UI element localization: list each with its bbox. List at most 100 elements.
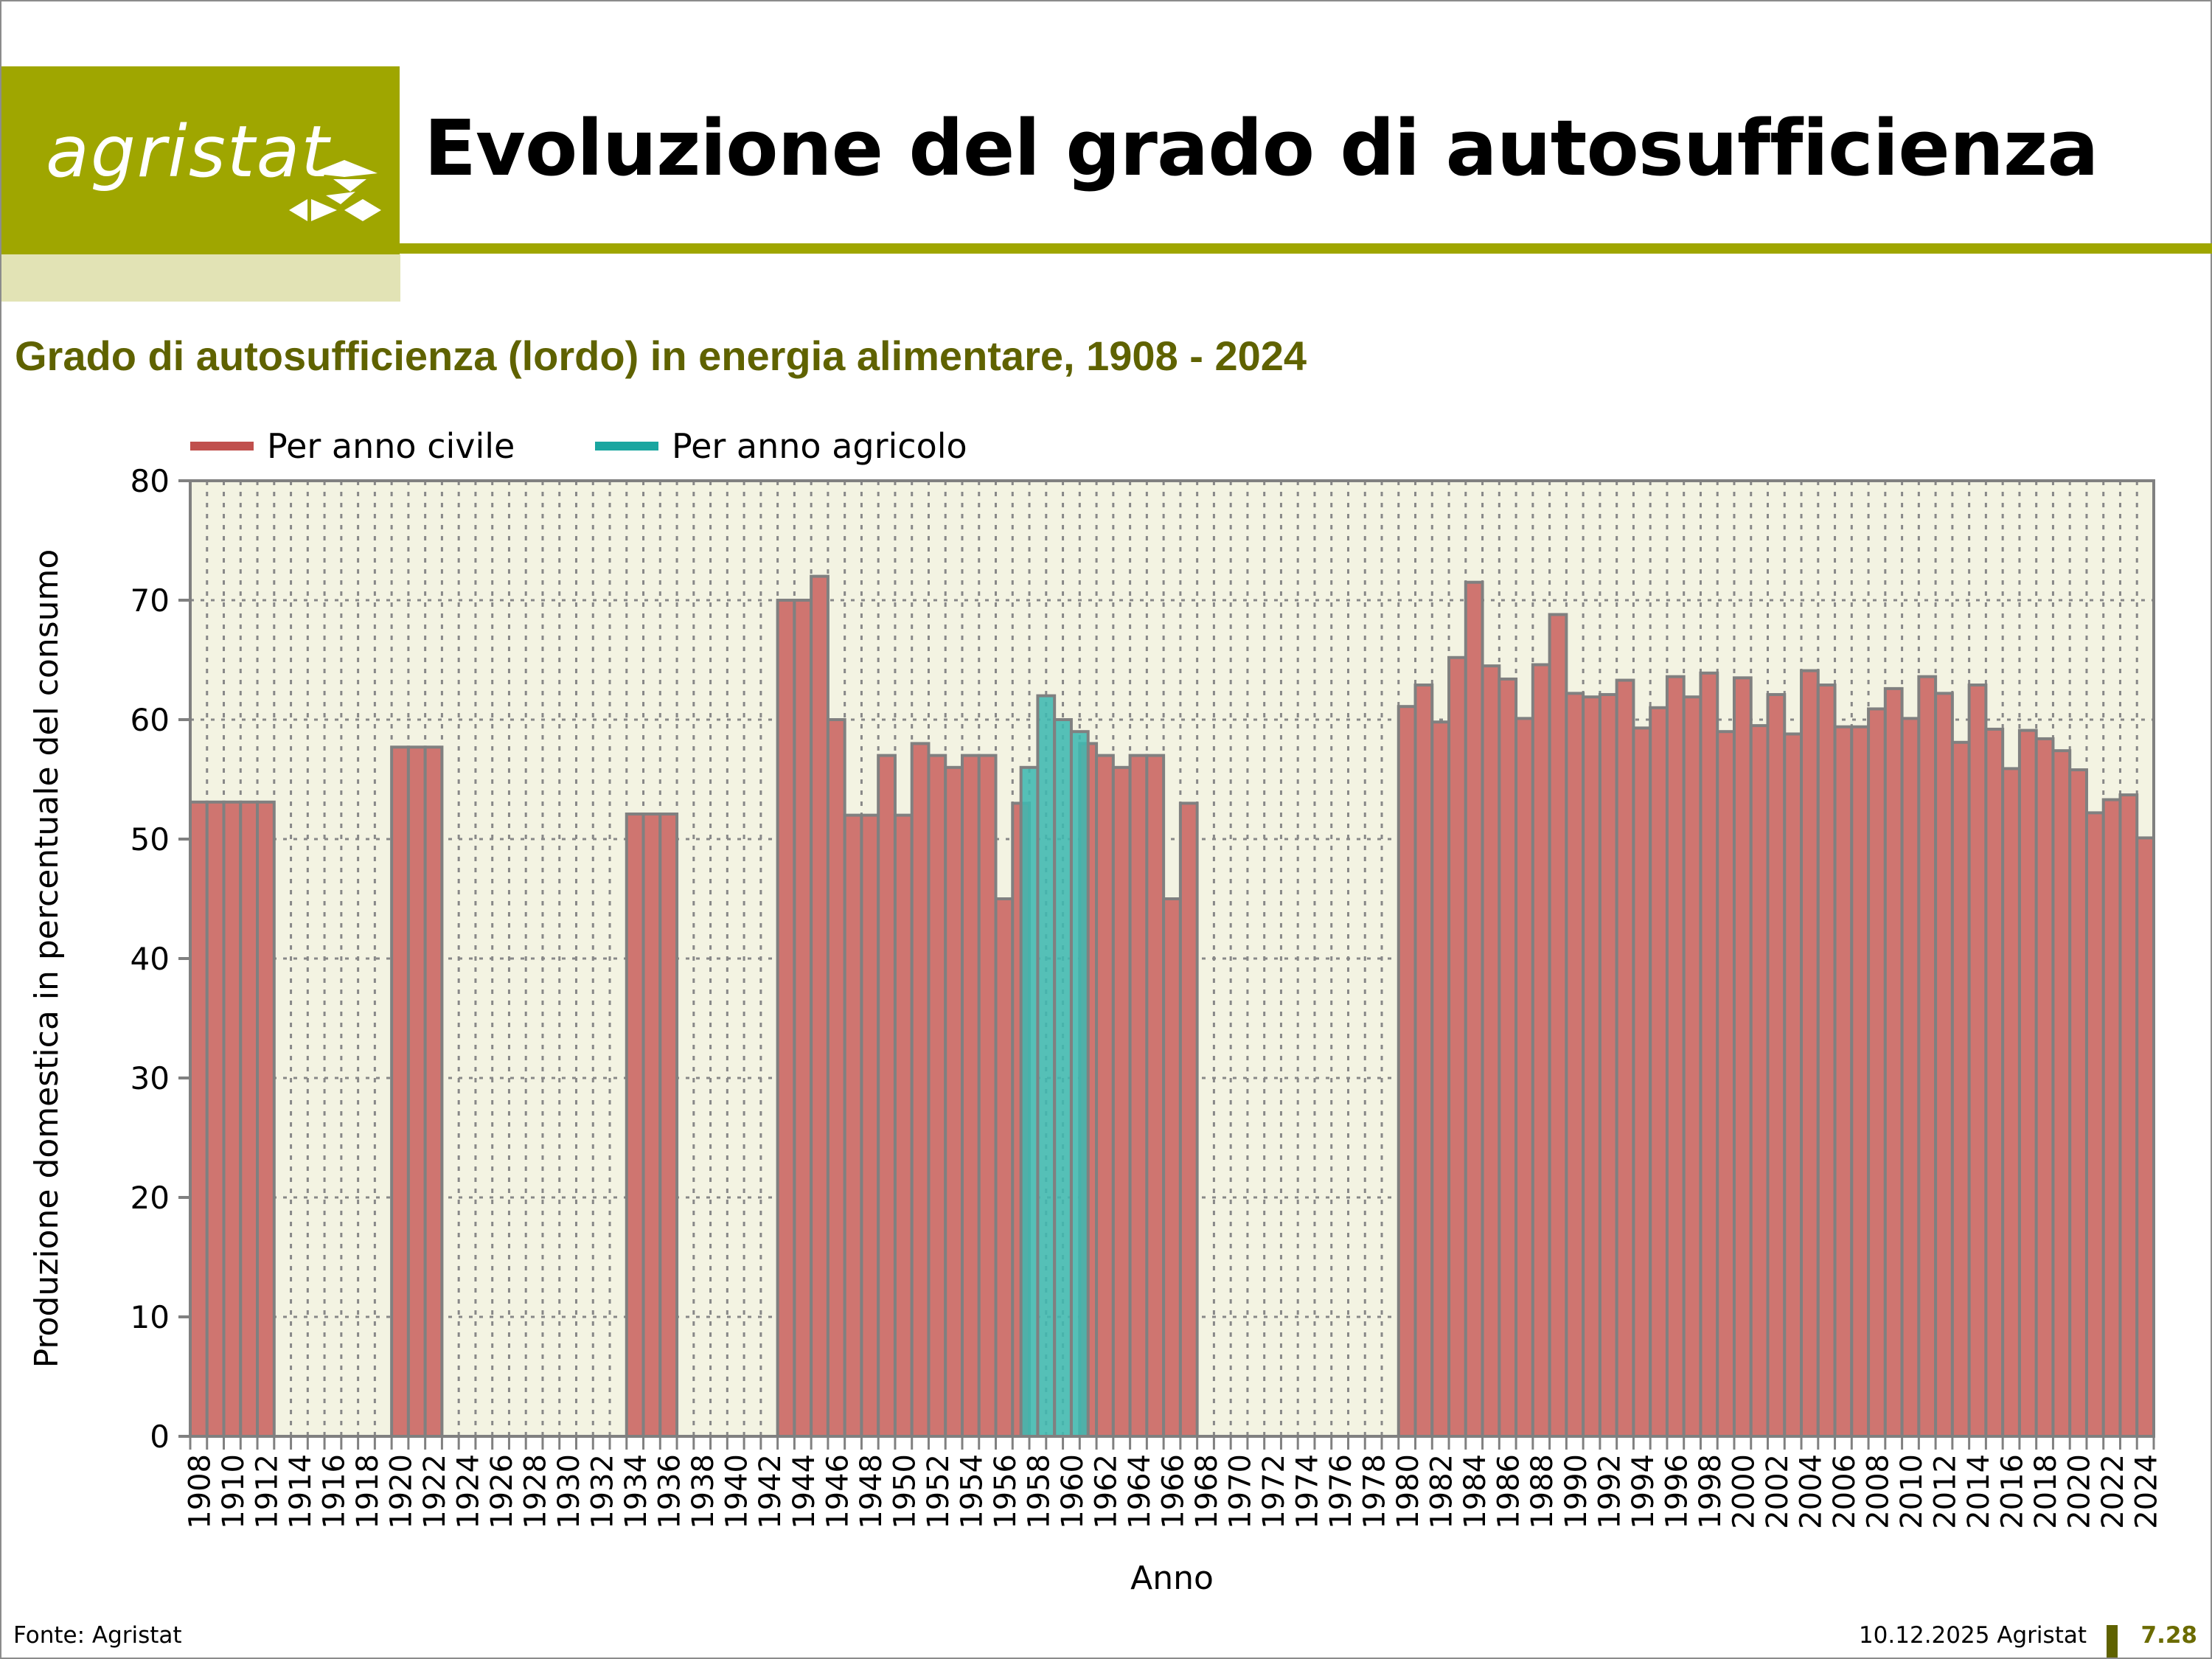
- page-number: 7.28: [2140, 1622, 2198, 1649]
- bar-civile: [826, 718, 846, 1438]
- logo-diamond-icon: [289, 160, 381, 221]
- bar-civile: [2034, 737, 2055, 1438]
- plot-border: [189, 479, 2155, 1438]
- agristat-logo: agristat: [1, 66, 400, 254]
- x-tick-label: 2016: [1996, 1454, 2030, 1529]
- y-tick-label: 0: [150, 1419, 170, 1455]
- bar-civile: [1900, 717, 1921, 1438]
- y-tick-label: 40: [131, 941, 170, 977]
- bar-civile: [256, 800, 276, 1438]
- x-tick-label: 1934: [619, 1454, 653, 1529]
- bar-civile: [793, 599, 813, 1438]
- bar-civile: [1397, 705, 1417, 1438]
- bar-civile: [1950, 740, 1971, 1438]
- y-axis-title: Produzione domestica in percentuale del …: [28, 549, 66, 1368]
- bar-civile: [1531, 663, 1551, 1438]
- bar-civile: [2017, 728, 2038, 1438]
- bar-civile: [406, 745, 427, 1438]
- x-tick-label: 1924: [452, 1454, 486, 1529]
- x-axis-title: Anno: [1130, 1559, 1214, 1597]
- x-tick-label: 2024: [2130, 1454, 2164, 1529]
- bar-civile: [1565, 692, 1585, 1438]
- bar-civile: [390, 745, 410, 1438]
- bar-civile: [1699, 671, 1719, 1439]
- bar-civile: [1934, 692, 1954, 1438]
- bar-civile: [927, 754, 947, 1438]
- bar-civile: [1548, 613, 1568, 1439]
- logo-text: agristat: [46, 111, 331, 193]
- x-tick-label: 2002: [1761, 1454, 1795, 1529]
- x-tick-label: 2012: [1928, 1454, 1962, 1529]
- bar-civile: [1128, 754, 1149, 1438]
- x-tick-label: 1936: [653, 1454, 687, 1529]
- bar-civile: [1732, 676, 1753, 1438]
- bar-civile: [2135, 836, 2155, 1438]
- bar-civile: [843, 813, 863, 1438]
- bar-civile: [944, 765, 964, 1439]
- y-tick-label: 60: [131, 702, 170, 738]
- x-tick-label: 1972: [1257, 1454, 1291, 1529]
- x-tick-label: 1964: [1123, 1454, 1157, 1529]
- bar-civile: [1598, 692, 1618, 1438]
- x-tick-label: 1944: [787, 1454, 821, 1529]
- bar-civile: [1783, 732, 1804, 1438]
- x-tick-label: 1990: [1559, 1454, 1593, 1529]
- bar-civile: [810, 574, 830, 1438]
- bar-agricolo: [1036, 694, 1057, 1438]
- x-tick-label: 1978: [1358, 1454, 1392, 1529]
- bar-civile: [1716, 730, 1736, 1438]
- x-tick-label: 2018: [2029, 1454, 2063, 1529]
- bar-civile: [1498, 677, 1518, 1438]
- bar-civile: [1984, 727, 2005, 1438]
- x-tick-label: 1912: [250, 1454, 284, 1529]
- y-tick-label: 10: [131, 1299, 170, 1335]
- bar-civile: [877, 754, 897, 1438]
- legend-swatch-agricolo: [595, 442, 658, 451]
- bar-civile: [2084, 811, 2105, 1438]
- y-tick-label: 70: [131, 582, 170, 619]
- x-tick-label: 1980: [1391, 1454, 1425, 1529]
- x-tick-label: 1928: [519, 1454, 553, 1529]
- footer-date: 10.12.2025 Agristat: [1858, 1622, 2087, 1649]
- x-tick-label: 1942: [754, 1454, 787, 1529]
- x-tick-label: 1982: [1425, 1454, 1459, 1529]
- x-tick-label: 1926: [485, 1454, 519, 1529]
- bar-civile: [1615, 678, 1635, 1438]
- bar-civile: [1665, 675, 1686, 1438]
- x-tick-label: 1922: [418, 1454, 452, 1529]
- x-tick-label: 1930: [552, 1454, 586, 1529]
- footer-source: Fonte: Agristat: [13, 1622, 182, 1649]
- x-tick-label: 1910: [217, 1454, 251, 1529]
- x-tick-label: 1962: [1089, 1454, 1123, 1529]
- x-tick-label: 1996: [1660, 1454, 1694, 1529]
- x-tick-label: 1948: [855, 1454, 888, 1529]
- bar-civile: [1917, 675, 1938, 1438]
- bar-civile: [1447, 655, 1467, 1438]
- x-tick-label: 1914: [284, 1454, 318, 1529]
- x-tick-label: 1994: [1627, 1454, 1660, 1529]
- bar-civile: [1413, 684, 1434, 1438]
- x-tick-label: 1986: [1492, 1454, 1526, 1529]
- x-tick-label: 1916: [317, 1454, 351, 1529]
- title-underline: [398, 243, 2212, 254]
- x-tick-label: 2006: [1828, 1454, 1862, 1529]
- x-tick-label: 1974: [1291, 1454, 1325, 1529]
- bar-civile: [2051, 749, 2072, 1438]
- bar-civile: [239, 800, 260, 1438]
- bar-civile: [1481, 664, 1501, 1438]
- x-tick-label: 1984: [1458, 1454, 1492, 1529]
- legend-item-agricolo: Per anno agricolo: [595, 426, 967, 466]
- x-tick-label: 1938: [686, 1454, 720, 1529]
- x-tick-label: 2000: [1727, 1454, 1761, 1529]
- bar-civile: [1682, 695, 1703, 1438]
- bar-civile: [1833, 725, 1854, 1438]
- logo-underband: [1, 254, 400, 302]
- bar-civile: [205, 800, 226, 1438]
- bar-civile: [910, 742, 931, 1438]
- legend-label: Per anno agricolo: [672, 426, 967, 466]
- bar-civile: [2068, 768, 2088, 1439]
- bar-civile: [1766, 692, 1787, 1438]
- x-tick-label: 1970: [1224, 1454, 1258, 1529]
- x-tick-label: 1998: [1694, 1454, 1728, 1529]
- bar-civile: [1749, 724, 1770, 1438]
